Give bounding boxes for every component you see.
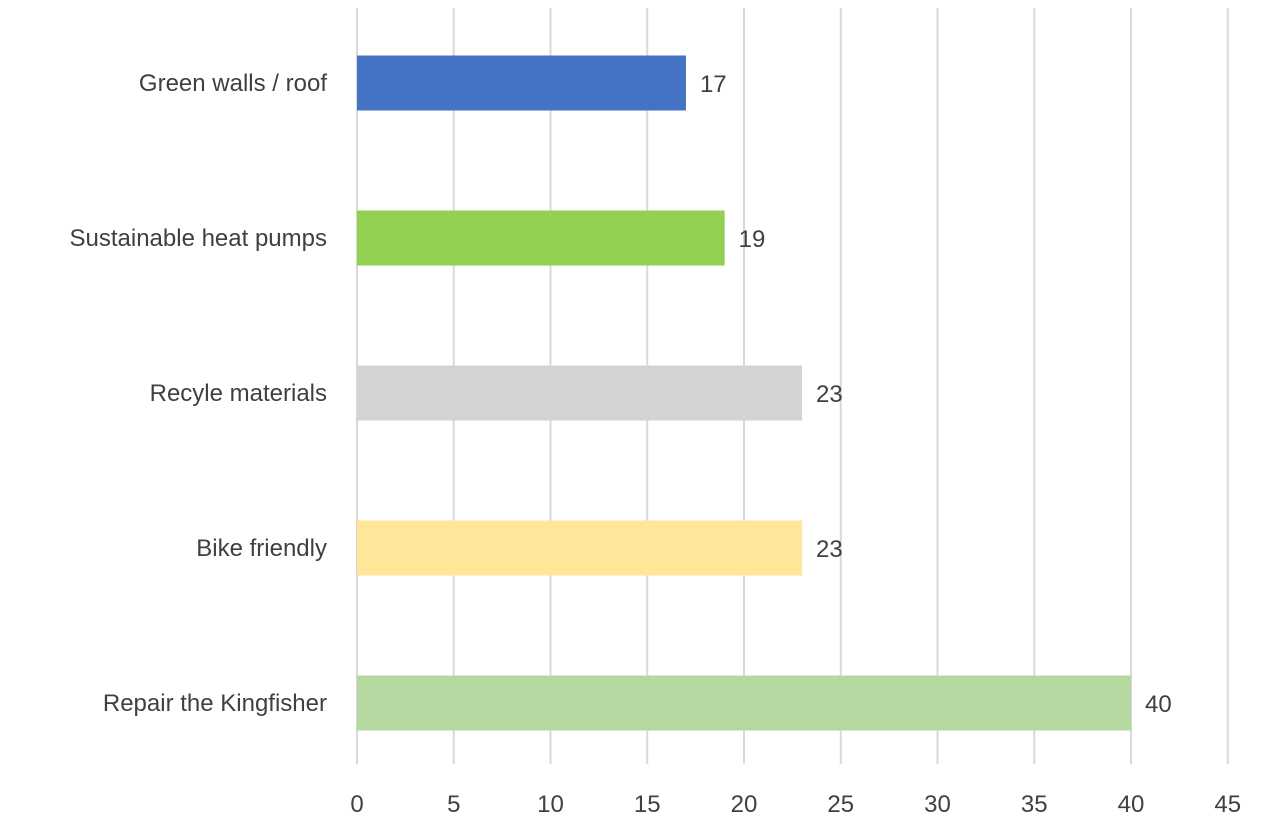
x-tick-label: 30 [924,791,951,818]
data-label: 23 [816,536,843,563]
bar [357,675,1131,731]
x-axis-tick-labels: 0 5 10 15 20 25 30 35 40 45 [350,791,1241,818]
bar [357,55,686,111]
category-label: Bike friendly [196,535,327,562]
x-tick-label: 40 [1118,791,1145,818]
bar [357,210,725,266]
x-tick-label: 25 [827,791,854,818]
bar [357,520,803,576]
x-tick-label: 15 [634,791,661,818]
x-tick-label: 20 [731,791,758,818]
x-tick-label: 35 [1021,791,1048,818]
x-tick-label: 45 [1214,791,1241,818]
data-labels: 17 19 23 23 40 [700,71,1172,718]
x-tick-label: 0 [350,791,363,818]
bars [357,55,1131,731]
bar [357,365,803,421]
data-label: 17 [700,71,727,98]
x-tick-label: 5 [447,791,460,818]
x-tick-label: 10 [537,791,564,818]
category-label: Repair the Kingfisher [103,690,327,717]
category-labels: Green walls / roof Sustainable heat pumps… [69,70,327,717]
category-label: Green walls / roof [139,70,327,97]
data-label: 40 [1145,691,1172,718]
category-label: Sustainable heat pumps [69,225,327,252]
category-label: Recyle materials [150,380,327,407]
data-label: 23 [816,381,843,408]
data-label: 19 [739,226,766,253]
